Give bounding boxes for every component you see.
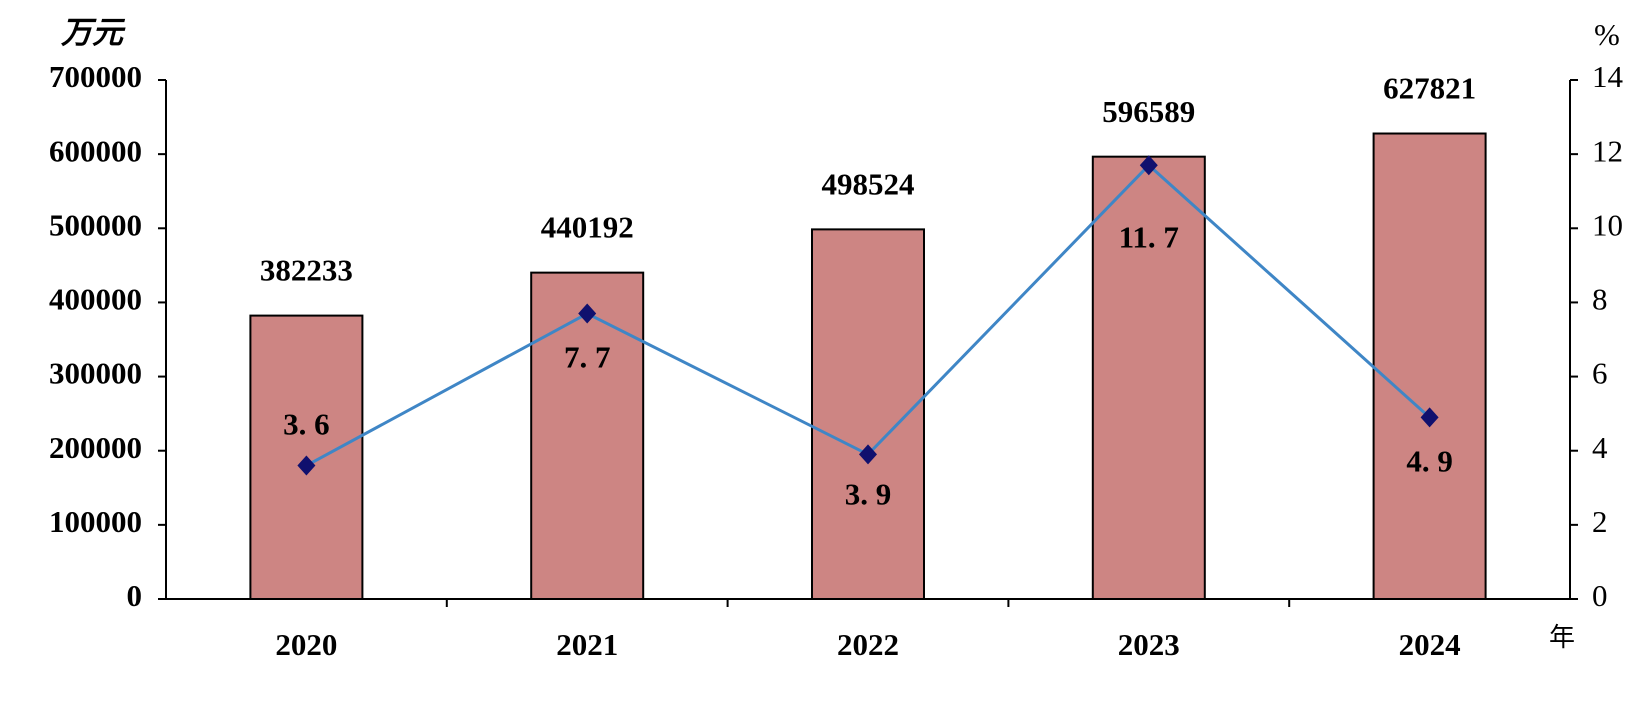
- bar-value-label: 440192: [541, 210, 634, 245]
- x-tick-label: 2021: [556, 627, 618, 662]
- y2-tick-label: 14: [1592, 59, 1624, 94]
- y-tick-label: 500000: [49, 207, 142, 242]
- line-value-label: 3. 6: [283, 407, 330, 442]
- line-value-label: 4. 9: [1406, 443, 1453, 478]
- line-value-label: 3. 9: [845, 477, 892, 512]
- y2-tick-label: 0: [1592, 578, 1608, 613]
- line-marker: [1139, 155, 1158, 176]
- y2-tick-label: 6: [1592, 356, 1608, 391]
- y2-tick-label: 2: [1592, 504, 1608, 539]
- y-tick-label: 600000: [49, 133, 142, 168]
- y2-axis-label: %: [1594, 17, 1620, 52]
- y-tick-label: 400000: [49, 282, 142, 317]
- y-tick-label: 300000: [49, 356, 142, 391]
- line-marker: [859, 444, 877, 465]
- y-tick-label: 0: [127, 578, 143, 613]
- bar-value-label: 627821: [1383, 71, 1476, 106]
- bar: [530, 271, 645, 600]
- x-axis-label: 年: [1549, 623, 1575, 652]
- bar-value-label: 596589: [1102, 94, 1195, 129]
- bar-value-label: 498524: [822, 166, 915, 201]
- y2-tick-label: 4: [1592, 430, 1608, 465]
- line-marker: [578, 303, 597, 324]
- y-tick-label: 200000: [49, 430, 142, 465]
- y-tick-label: 100000: [49, 504, 142, 539]
- x-tick-label: 2022: [837, 627, 899, 662]
- y2-tick-label: 12: [1592, 133, 1623, 168]
- x-tick-label: 2024: [1399, 627, 1461, 662]
- y2-tick-label: 8: [1592, 282, 1608, 317]
- line-value-label: 11. 7: [1119, 219, 1179, 254]
- line-marker: [1420, 407, 1439, 428]
- y2-tick-label: 10: [1592, 207, 1623, 242]
- line-marker: [297, 455, 316, 476]
- x-tick-label: 2023: [1118, 627, 1180, 662]
- y-axis-label: 万元: [60, 15, 126, 50]
- bar: [1091, 155, 1206, 600]
- y-tick-label: 700000: [49, 59, 142, 94]
- line-value-label: 7. 7: [564, 340, 611, 375]
- x-tick-label: 2020: [275, 627, 337, 662]
- bar-value-label: 382233: [260, 253, 353, 288]
- bar: [1372, 132, 1487, 601]
